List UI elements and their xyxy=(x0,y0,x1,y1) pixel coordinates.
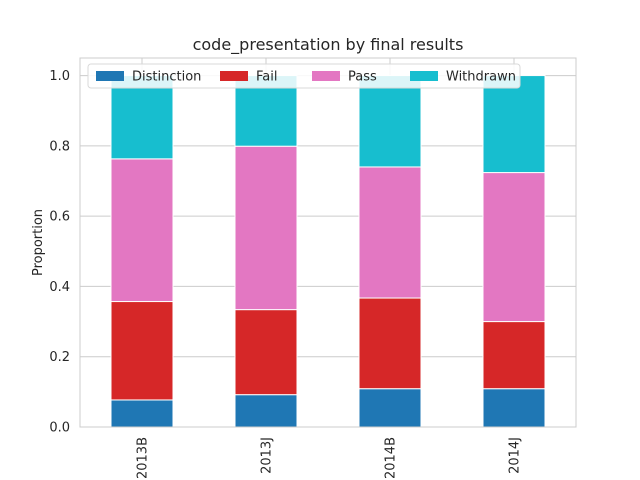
bar-segment-pass-2014j xyxy=(482,172,546,323)
legend-label-withdrawn: Withdrawn xyxy=(446,70,516,85)
legend: Distinction Fail Pass Withdrawn xyxy=(87,63,521,89)
x-tick-label: 2014B xyxy=(384,437,399,479)
legend-swatch-fail xyxy=(220,71,248,81)
y-axis: 0.0 0.2 0.4 0.6 0.8 1.0 xyxy=(49,69,70,435)
legend-label-distinction: Distinction xyxy=(132,70,201,85)
chart-title: code_presentation by final results xyxy=(193,35,464,55)
bar-segment-fail-2013j xyxy=(234,309,298,396)
plot-frame xyxy=(79,57,577,428)
legend-label-fail: Fail xyxy=(256,70,277,85)
bar-segment-fail-2014j xyxy=(482,321,546,390)
legend-swatch-withdrawn xyxy=(410,71,438,81)
bar-segment-pass-2013b xyxy=(110,158,174,303)
bar-segment-distinction-2014b xyxy=(358,388,422,428)
bar-segment-pass-2014b xyxy=(358,166,422,299)
bar-segment-fail-2013b xyxy=(110,301,174,401)
bar-segment-pass-2013j xyxy=(234,145,298,311)
legend-swatch-pass xyxy=(312,71,340,81)
bar-segment-distinction-2014j xyxy=(482,388,546,428)
x-tick-label: 2013J xyxy=(260,437,275,474)
y-tick-label: 1.0 xyxy=(49,69,70,84)
legend-label-pass: Pass xyxy=(348,70,377,85)
bar-segment-fail-2014b xyxy=(358,297,422,390)
y-tick-label: 0.0 xyxy=(49,421,70,436)
bar-segment-withdrawn-2014b xyxy=(358,75,422,168)
x-tick-label: 2014J xyxy=(508,437,523,474)
bar-segment-distinction-2013b xyxy=(110,399,174,428)
y-tick-label: 0.6 xyxy=(49,210,70,225)
bar-segment-distinction-2013j xyxy=(234,394,298,428)
bar-segment-withdrawn-2014j xyxy=(482,75,546,174)
bars xyxy=(110,75,546,428)
legend-box xyxy=(87,63,521,89)
x-axis: 2013B 2013J 2014B 2014J xyxy=(136,437,523,479)
x-tick-label: 2013B xyxy=(136,437,151,479)
y-tick-label: 0.4 xyxy=(49,280,70,295)
y-axis-label: Proportion xyxy=(31,209,46,276)
y-tick-label: 0.8 xyxy=(49,139,70,154)
legend-swatch-distinction xyxy=(96,71,124,81)
y-tick-label: 0.2 xyxy=(49,350,70,365)
